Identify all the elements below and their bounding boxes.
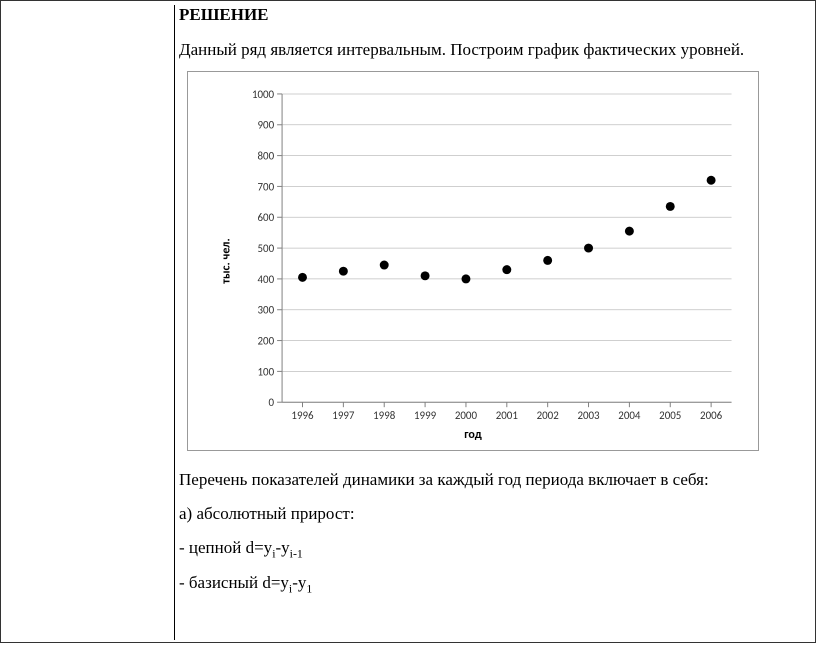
svg-text:2006: 2006: [700, 409, 723, 422]
svg-text:2001: 2001: [496, 409, 519, 422]
svg-text:100: 100: [258, 365, 275, 378]
svg-text:500: 500: [258, 242, 275, 255]
svg-text:600: 600: [258, 211, 275, 224]
text-line-4: - базисный d=yi-y1: [179, 566, 785, 601]
svg-text:400: 400: [258, 273, 275, 286]
svg-text:1998: 1998: [373, 409, 396, 422]
svg-text:1996: 1996: [291, 409, 314, 422]
svg-text:2004: 2004: [618, 409, 641, 422]
intro-paragraph: Данный ряд является интервальным. Постро…: [179, 33, 785, 67]
svg-text:2002: 2002: [537, 409, 560, 422]
section-heading: РЕШЕНИЕ: [179, 5, 785, 25]
svg-text:800: 800: [258, 150, 275, 163]
svg-text:2005: 2005: [659, 409, 681, 422]
text-line-3: - цепной d=yi-yi-1: [179, 531, 785, 566]
text-line-2: а) абсолютный прирост:: [179, 497, 785, 531]
svg-text:900: 900: [258, 119, 275, 132]
svg-text:2003: 2003: [577, 409, 600, 422]
svg-text:2000: 2000: [455, 409, 478, 422]
text-line-1: Перечень показателей динамики за каждый …: [179, 463, 785, 497]
svg-text:1997: 1997: [332, 409, 355, 422]
svg-text:200: 200: [258, 335, 275, 348]
x-axis-label: год: [464, 428, 482, 442]
scatter-chart: 0 100 200 300 400 500 600 700 800 900 1000 1996 1997…: [206, 84, 740, 440]
svg-text:700: 700: [258, 180, 275, 193]
svg-text:1999: 1999: [414, 409, 437, 422]
y-axis-label: тыс. чел.: [220, 238, 234, 283]
svg-text:0: 0: [269, 396, 275, 409]
svg-text:300: 300: [258, 304, 275, 317]
svg-text:1000: 1000: [252, 88, 275, 101]
chart-container: тыс. чел. год 0 100 200 300 400 500 600 700 800 9…: [187, 71, 759, 451]
